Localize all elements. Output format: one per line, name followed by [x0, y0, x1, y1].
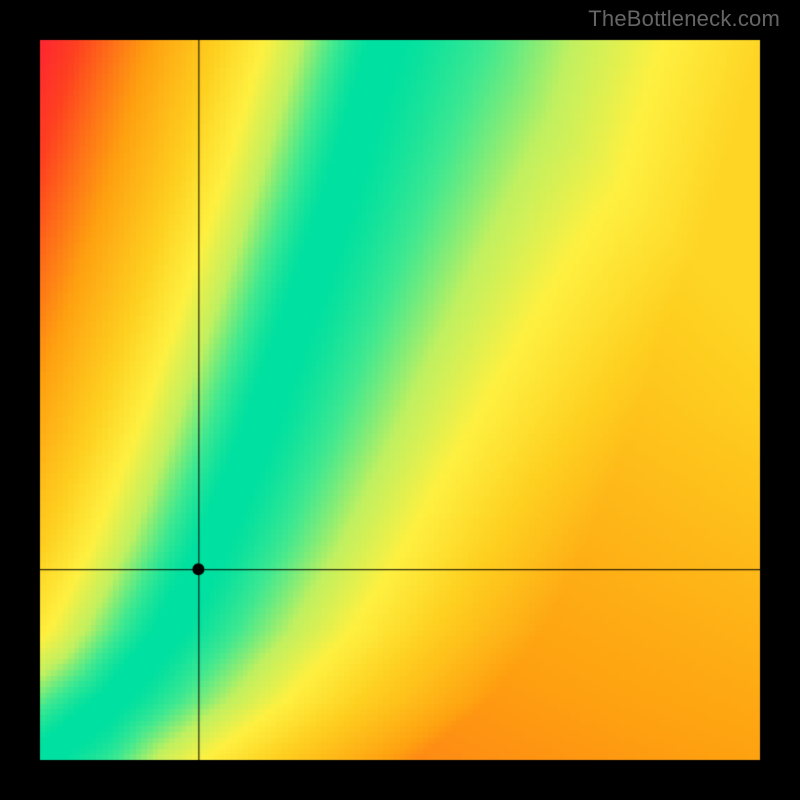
bottleneck-heatmap-canvas	[0, 0, 800, 800]
watermark-text: TheBottleneck.com	[588, 6, 780, 32]
root-container: TheBottleneck.com	[0, 0, 800, 800]
